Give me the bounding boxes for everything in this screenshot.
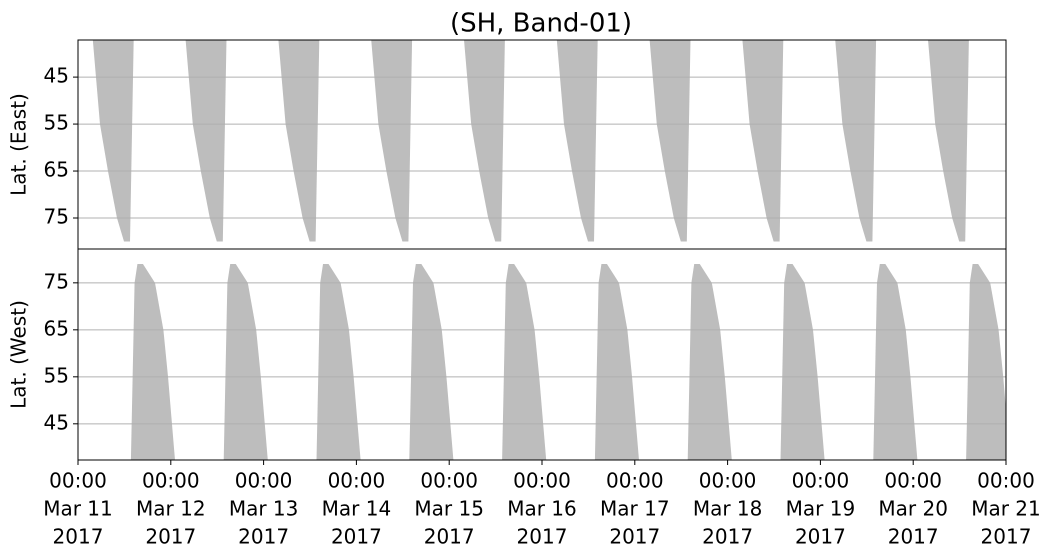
x-tick-label: Mar 19 xyxy=(786,497,856,521)
axes: 45 55 65 75 Lat. (East) 45 55 65 75 00:00 Mar 11 20… xyxy=(7,39,1041,549)
x-tick-label: 2017 xyxy=(238,525,289,549)
coverage-area xyxy=(92,40,134,242)
coverage-area xyxy=(928,40,969,242)
coverage-area xyxy=(594,264,639,460)
y-tick-label: 45 xyxy=(44,410,69,434)
y-tick-label: 55 xyxy=(44,363,69,387)
coverage-area xyxy=(966,264,1006,460)
coverage-area xyxy=(835,40,877,242)
coverage-area xyxy=(556,40,598,242)
y-tick-label: 75 xyxy=(44,205,69,229)
x-tick-label: Mar 16 xyxy=(507,497,577,521)
y-tick-label: 65 xyxy=(44,316,69,340)
x-tick-label: 00:00 xyxy=(142,469,200,493)
x-tick-label: 2017 xyxy=(888,525,939,549)
y-tick-label: 45 xyxy=(44,64,69,88)
x-tick-label: 00:00 xyxy=(420,469,478,493)
x-tick-label: Mar 13 xyxy=(229,497,299,521)
x-tick-label: 2017 xyxy=(53,525,104,549)
y-tick-label: 65 xyxy=(44,158,69,182)
x-tick-label: 00:00 xyxy=(328,469,386,493)
x-tick-label: Mar 21 xyxy=(971,497,1041,521)
coverage-area xyxy=(649,40,691,242)
x-tick-label: 2017 xyxy=(517,525,568,549)
coverage-area xyxy=(130,264,175,460)
chart-title: (SH, Band-01) xyxy=(450,9,632,39)
y-axis-label: Lat. (East) xyxy=(7,93,31,196)
coverage-area xyxy=(371,40,413,242)
x-tick-label: Mar 11 xyxy=(43,497,113,521)
x-tick-label: 2017 xyxy=(145,525,196,549)
coverage-area xyxy=(502,264,547,460)
x-tick-label: 00:00 xyxy=(513,469,571,493)
y-tick-label: 75 xyxy=(44,269,69,293)
coverage-area xyxy=(409,264,454,460)
x-tick-label: 00:00 xyxy=(699,469,757,493)
coverage-area xyxy=(185,40,227,242)
x-tick-label: 2017 xyxy=(702,525,753,549)
x-tick-label: Mar 15 xyxy=(414,497,484,521)
coverage-area xyxy=(873,264,918,460)
x-tick-label: 00:00 xyxy=(977,469,1035,493)
x-tick-label: 00:00 xyxy=(235,469,293,493)
x-tick-label: Mar 17 xyxy=(600,497,670,521)
coverage-area xyxy=(780,264,825,460)
x-tick-label: 2017 xyxy=(795,525,846,549)
coverage-area xyxy=(223,264,268,460)
x-tick-label: 00:00 xyxy=(792,469,850,493)
coverage-area xyxy=(278,40,320,242)
x-tick-label: Mar 12 xyxy=(136,497,206,521)
coverage-area xyxy=(687,264,732,460)
x-tick-label: 00:00 xyxy=(606,469,664,493)
coverage-area xyxy=(316,264,361,460)
x-tick-label: Mar 14 xyxy=(322,497,392,521)
x-tick-label: 2017 xyxy=(981,525,1032,549)
coverage-area xyxy=(464,40,505,242)
x-tick-label: 2017 xyxy=(331,525,382,549)
coverage-area xyxy=(742,40,784,242)
x-tick-label: 2017 xyxy=(609,525,660,549)
x-tick-label: 00:00 xyxy=(884,469,942,493)
plot-area xyxy=(92,40,969,242)
x-tick-label: Mar 18 xyxy=(693,497,763,521)
x-tick-label: 2017 xyxy=(424,525,475,549)
x-tick-label: Mar 20 xyxy=(878,497,948,521)
x-tick-label: 00:00 xyxy=(49,469,107,493)
panel-frame xyxy=(77,248,1007,461)
plot-area xyxy=(130,264,1006,460)
y-tick-label: 55 xyxy=(44,111,69,135)
y-axis-label: Lat. (West) xyxy=(7,300,31,409)
